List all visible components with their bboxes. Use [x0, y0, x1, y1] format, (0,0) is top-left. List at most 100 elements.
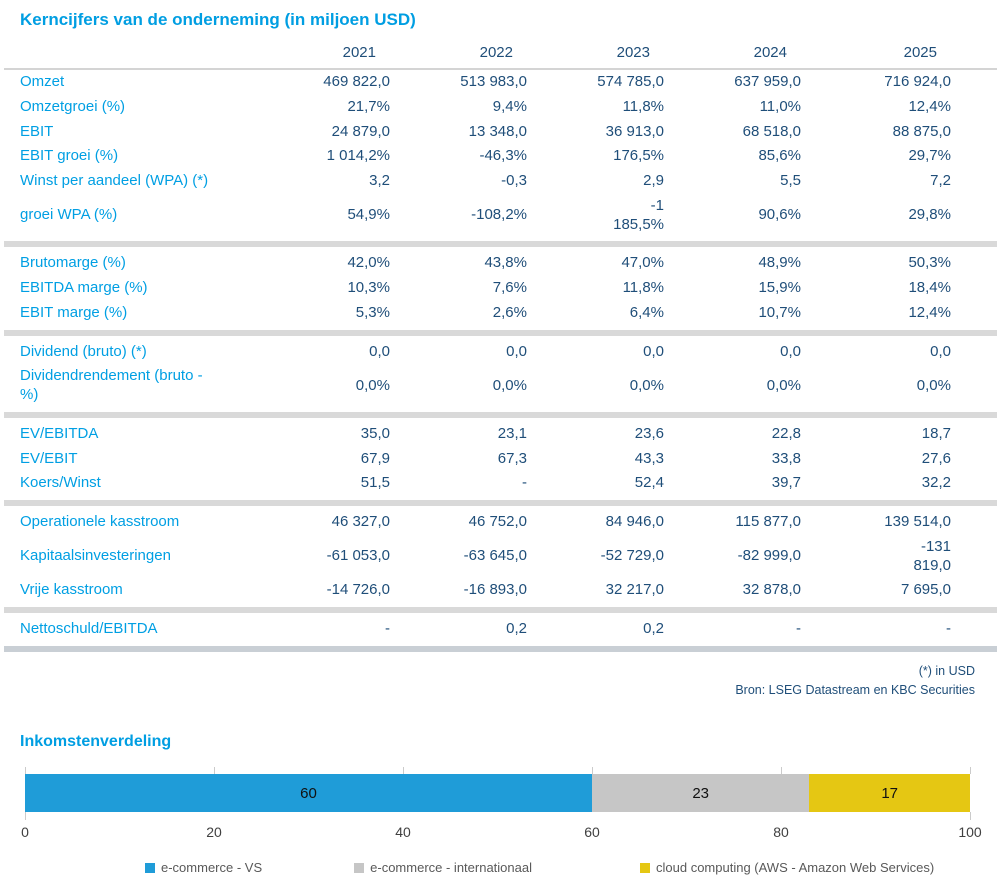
value-cell: 5,3% [355, 303, 390, 321]
gridline-tick [214, 767, 215, 775]
row-label: Nettoschuld/EBITDA [20, 620, 158, 637]
gridline-tick [25, 767, 26, 775]
year-header: 2021 [342, 44, 376, 61]
x-axis-tick-label: 40 [395, 824, 411, 841]
value-cell: 0,0 [930, 342, 951, 360]
value-cell: 7,6% [492, 279, 527, 296]
bar-segment: 17 [809, 774, 970, 813]
x-axis-labels: 0 20 40 60 80 100 [21, 824, 982, 844]
value-cell: 33,8 [771, 449, 801, 467]
section-divider [4, 237, 997, 251]
value-cell: 46 752,0 [468, 513, 527, 530]
footnotes: (*) in USD Bron: LSEG Datastream en KBC … [0, 662, 997, 700]
value-cell: 18,4% [908, 279, 951, 296]
value-cell: 0,0 [369, 342, 390, 360]
table-row: Dividend (bruto) (*) 0,0 0,0 0,0 0,0 0,0 [4, 340, 997, 365]
bar-segment: 60 [25, 774, 592, 813]
value-cell: 11,0% [759, 97, 801, 115]
chart-title: Inkomstenverdeling [20, 733, 172, 751]
chart-plot-area: 60 23 17 [25, 767, 971, 821]
gridline-tick [781, 767, 782, 775]
value-cell: 23,1 [497, 424, 527, 442]
value-cell: -52 729,0 [600, 547, 664, 565]
value-cell: 7 695,0 [900, 581, 951, 599]
divider-bar [4, 329, 997, 336]
row-label: Operationele kasstroom [20, 513, 180, 530]
row-label: EBITDA marge (%) [20, 279, 148, 296]
row-label: Dividend (bruto) (*) [20, 342, 147, 360]
legend-label: e-commerce - internationaal [370, 860, 532, 875]
value-cell: 716 924,0 [884, 73, 951, 90]
value-cell: 11,8% [622, 279, 664, 296]
axis-edge-tick [970, 812, 971, 821]
legend-label: cloud computing (AWS - Amazon Web Servic… [656, 860, 935, 875]
value-cell: 637 959,0 [734, 73, 801, 90]
divider-bar [4, 500, 997, 506]
value-cell: 51,5 [360, 474, 390, 492]
value-cell: -16 893,0 [463, 581, 527, 599]
value-cell: 0,0 [643, 342, 664, 360]
table-row: Dividendrendement (bruto - %) 0,0% 0,0% 0,0… [4, 364, 997, 408]
value-cell: 23,6 [634, 424, 664, 442]
value-cell: 9,4% [492, 97, 527, 115]
value-cell: 115 877,0 [735, 513, 801, 530]
value-cell: 50,3% [908, 254, 951, 272]
value-cell: 43,3 [634, 449, 664, 467]
value-cell: 32,2 [921, 474, 951, 492]
x-axis-tick-label: 60 [584, 824, 600, 841]
value-cell: 12,4% [908, 97, 951, 115]
value-cell: 36 913,0 [605, 122, 664, 140]
table-row: EBIT marge (%) 5,3% 2,6% 6,4% 10,7% 12,4% [4, 301, 997, 326]
table-row: Kapitaalsinvesteringen -61 053,0 -63 645,0… [4, 535, 997, 579]
row-label: EBIT [20, 122, 54, 140]
bar-segment: 23 [592, 774, 810, 813]
value-cell: 48,9% [758, 254, 801, 272]
value-cell: 22,8 [771, 424, 801, 442]
year-header: 2022 [479, 44, 513, 61]
value-cell: 85,6% [758, 147, 801, 165]
row-label: groei WPA (%) [20, 206, 118, 224]
value-cell: -82 999,0 [737, 547, 801, 565]
value-cell: 67,9 [360, 449, 390, 467]
value-cell: -131 819,0 [913, 537, 951, 574]
value-cell: 21,7% [347, 97, 390, 115]
value-cell: 27,6 [921, 449, 951, 467]
footnote-usd: (*) in USD [918, 663, 975, 678]
row-label: Winst per aandeel (WPA) (*) [20, 172, 209, 189]
value-cell: -1 185,5% [613, 196, 664, 233]
value-cell: 13 348,0 [468, 122, 527, 140]
value-cell: 574 785,0 [597, 73, 664, 90]
value-cell: 0,2 [506, 620, 527, 637]
chart-legend: e-commerce - VS e-commerce - internationa… [145, 860, 1001, 875]
table-row: Omzetgroei (%) 21,7% 9,4% 11,8% 11,0% 12,4% [4, 95, 997, 120]
table-row: EBITDA marge (%) 10,3% 7,6% 11,8% 15,9% 18,4% [4, 276, 997, 301]
gridline-tick [403, 767, 404, 775]
row-label: Omzet [20, 73, 65, 90]
value-cell: 0,0% [916, 376, 951, 394]
section-divider [4, 603, 997, 617]
value-cell: 2,6% [492, 303, 527, 321]
value-cell: 12,4% [908, 303, 951, 321]
table-row: EBIT 24 879,0 13 348,0 36 913,0 68 518,0 88 8… [4, 120, 997, 145]
table-row: Koers/Winst 51,5 - 52,4 39,7 32,2 [4, 471, 997, 496]
value-cell: 0,0% [766, 376, 801, 394]
value-cell: 46 327,0 [331, 513, 390, 530]
value-cell: 5,5 [780, 172, 801, 189]
page-title: Kerncijfers van de onderneming (in miljo… [20, 10, 416, 29]
stacked-bar: 60 23 17 [25, 774, 970, 813]
axis-edge-tick [25, 812, 26, 821]
row-label: Dividendrendement (bruto - %) [20, 367, 203, 403]
value-cell: 176,5% [613, 147, 664, 165]
value-cell: -46,3% [479, 147, 527, 165]
value-cell: 90,6% [758, 206, 801, 224]
value-cell: 1 014,2% [326, 147, 390, 165]
value-cell: 7,2 [930, 172, 951, 189]
value-cell: 18,7 [921, 424, 951, 442]
table-row: Winst per aandeel (WPA) (*) 3,2 -0,3 2,9 5,5… [4, 169, 997, 194]
value-cell: - [946, 620, 951, 637]
year-header: 2024 [753, 44, 787, 61]
value-cell: 29,7% [908, 147, 951, 165]
table-row: EV/EBITDA 35,0 23,1 23,6 22,8 18,7 [4, 422, 997, 447]
value-cell: 11,8% [622, 97, 664, 115]
